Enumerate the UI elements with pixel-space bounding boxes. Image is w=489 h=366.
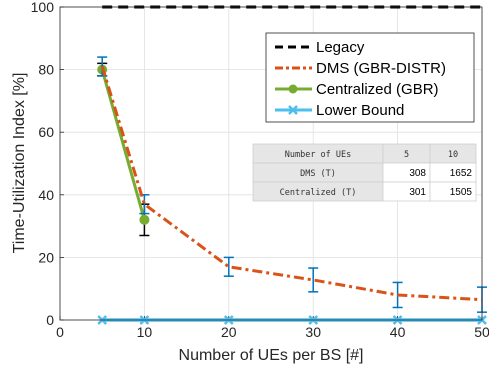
x-tick-label: 20 — [221, 324, 237, 340]
x-tick-label: 10 — [137, 324, 153, 340]
table-value: 301 — [409, 187, 426, 198]
series-line — [100, 66, 483, 302]
inset-table: Number of UEs 5 10 DMS (T) 308 1652 Centralize… — [252, 143, 477, 202]
table-text: Number of UEs — [285, 150, 352, 160]
legend-label: Legacy — [316, 39, 365, 56]
legend-marker — [288, 84, 298, 94]
tick-labels: 0 10 20 30 40 50 0 20 40 60 80 100 — [31, 0, 489, 340]
x-tick-label: 30 — [305, 324, 321, 340]
x-tick-label: 50 — [474, 324, 489, 340]
table-text: Centralized (T) — [280, 188, 357, 198]
legend-box — [265, 32, 475, 123]
data-point — [139, 214, 150, 225]
table-value: 308 — [409, 168, 426, 179]
legend-item: DMS (GBR-DISTR) — [275, 60, 446, 77]
y-tick-label: 80 — [38, 62, 54, 78]
legend: Legacy DMS (GBR-DISTR) Centralized (GBR) Lo… — [265, 32, 475, 123]
legend-label: Centralized (GBR) — [316, 81, 439, 98]
table-text: 10 — [448, 150, 458, 160]
y-tick-label: 20 — [38, 249, 54, 265]
table-text: DMS (T) — [300, 169, 336, 179]
y-tick-label: 0 — [46, 312, 54, 328]
y-tick-label: 60 — [38, 124, 54, 140]
y-axis-label: Time-Utilization Index [%] — [11, 73, 28, 254]
plot-frame — [59, 6, 483, 321]
table-text: 5 — [404, 150, 409, 160]
legend-marker — [288, 105, 298, 115]
legend-label: Lower Bound — [316, 102, 404, 119]
y-tick-label: 100 — [31, 0, 55, 15]
legend-item: Lower Bound — [275, 102, 404, 119]
legend-item: Legacy — [275, 39, 365, 56]
legend-item: Centralized (GBR) — [275, 81, 439, 98]
legend-label: DMS (GBR-DISTR) — [316, 60, 446, 77]
table-cell — [429, 181, 477, 202]
series-line — [100, 69, 146, 221]
y-tick-label: 40 — [38, 187, 54, 203]
table-value: 1505 — [450, 187, 473, 198]
x-axis-label: Number of UEs per BS [#] — [179, 347, 364, 364]
x-tick-label: 0 — [56, 324, 64, 340]
table-value: 1652 — [450, 168, 473, 179]
x-tick-label: 40 — [390, 324, 406, 340]
